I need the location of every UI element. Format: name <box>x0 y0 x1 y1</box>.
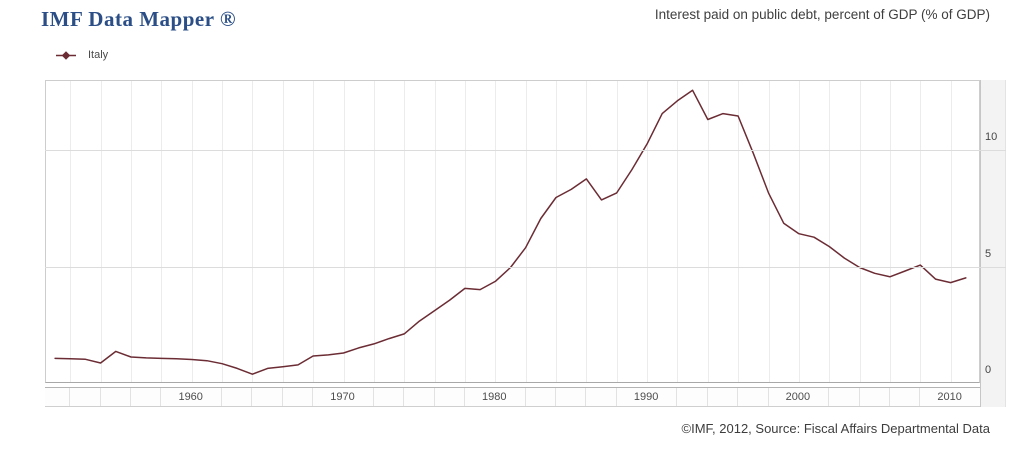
y-axis-tick-label: 0 <box>985 364 992 376</box>
x-axis-tick <box>160 388 162 406</box>
y-axis-gutter <box>980 80 1006 407</box>
x-axis-tick <box>281 388 283 406</box>
x-axis-tick <box>524 388 526 406</box>
y-axis-tick-label: 10 <box>985 130 998 143</box>
v-gridline <box>707 81 709 382</box>
v-gridline <box>282 81 284 382</box>
v-gridline <box>100 81 102 382</box>
v-gridline <box>434 81 436 382</box>
chart-title: Interest paid on public debt, percent of… <box>654 7 990 22</box>
h-gridline <box>45 266 1006 268</box>
v-gridline <box>616 81 618 382</box>
v-gridline <box>950 81 952 382</box>
v-gridline <box>677 81 679 382</box>
x-axis-tick <box>403 388 405 406</box>
legend-item-italy[interactable]: Italy <box>56 49 108 61</box>
h-gridline <box>45 149 1006 151</box>
x-axis-tick <box>828 388 830 406</box>
v-gridline <box>252 81 254 382</box>
v-gridline <box>798 81 800 382</box>
x-axis-tick <box>585 388 587 406</box>
x-axis-tick-label: 1990 <box>627 388 665 406</box>
x-axis-tick <box>433 388 435 406</box>
x-axis-tick-label: 1970 <box>324 388 361 406</box>
x-axis-tick <box>888 388 890 406</box>
x-axis-tick <box>99 388 101 406</box>
v-gridline <box>556 81 557 382</box>
x-axis-tick <box>676 388 678 406</box>
v-gridline <box>191 81 193 382</box>
x-axis-tick <box>251 388 253 406</box>
x-axis-tick <box>737 388 739 406</box>
v-gridline <box>859 81 861 382</box>
x-axis-band: 1960 1970 1980 1990 2000 2010 <box>45 387 980 407</box>
v-gridline <box>647 81 649 382</box>
plot-area[interactable] <box>45 80 980 383</box>
x-axis-tick <box>706 388 708 406</box>
v-gridline <box>131 81 132 382</box>
v-gridline <box>161 81 163 382</box>
v-gridline <box>525 81 527 382</box>
v-gridline <box>373 81 375 382</box>
y-axis-tick-label: 5 <box>985 247 992 260</box>
v-gridline <box>920 81 922 382</box>
source-attribution: ©IMF, 2012, Source: Fiscal Affairs Depar… <box>681 421 990 436</box>
x-axis-tick-label: 2010 <box>931 388 968 406</box>
x-axis-tick <box>312 388 314 406</box>
v-gridline <box>343 81 345 382</box>
x-axis-tick <box>372 388 374 406</box>
v-gridline <box>70 81 72 382</box>
x-axis-tick <box>555 388 556 406</box>
v-gridline <box>404 81 406 382</box>
v-gridline <box>889 81 891 382</box>
x-axis-tick <box>858 388 860 406</box>
x-axis-tick-label: 1980 <box>476 388 513 406</box>
x-axis-tick <box>69 388 71 406</box>
x-axis-tick <box>130 388 131 406</box>
v-gridline <box>768 81 770 382</box>
v-gridline <box>495 81 497 382</box>
legend-label: Italy <box>88 49 109 61</box>
x-axis-tick <box>615 388 617 406</box>
x-axis-tick-label: 2000 <box>779 388 817 406</box>
v-gridline <box>313 81 315 382</box>
x-axis-tick <box>463 388 465 406</box>
x-axis-tick <box>221 388 223 406</box>
series-line-marker-icon <box>56 50 76 60</box>
x-axis-tick-label: 1960 <box>172 388 209 406</box>
v-gridline <box>222 81 224 382</box>
v-gridline <box>586 81 588 382</box>
v-gridline <box>738 81 740 382</box>
x-axis-tick <box>919 388 921 406</box>
v-gridline <box>829 81 831 382</box>
italy-series-line <box>54 89 967 375</box>
x-axis-tick <box>767 388 769 406</box>
app-logo: IMF Data Mapper ® <box>41 7 237 31</box>
v-gridline <box>464 81 466 382</box>
